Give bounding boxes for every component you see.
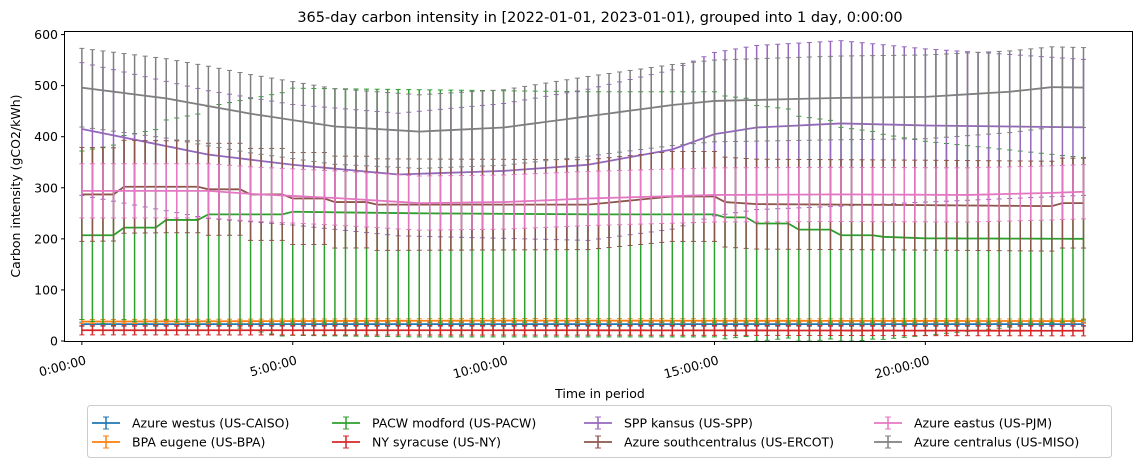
y-tick-label: 600 [34, 27, 58, 42]
legend-item-6: Azure eastus (US-PJM) [874, 416, 1052, 431]
y-axis: 0 100 200 300 400 500 600 [34, 27, 65, 349]
series-line [81, 210, 1084, 240]
legend-frame [87, 405, 1112, 458]
legend-label: SPP kansus (US-SPP) [624, 416, 753, 431]
legend-label: Azure eastus (US-PJM) [914, 416, 1052, 431]
series-line [81, 86, 1084, 133]
series-7 [79, 46, 1086, 169]
x-tick-label: 5:00:00 [248, 352, 298, 379]
x-tick-label: 0:00:00 [37, 352, 87, 379]
legend-label: PACW modford (US-PACW) [372, 416, 536, 431]
legend-item-2: PACW modford (US-PACW) [332, 416, 536, 431]
series-6 [79, 163, 1086, 231]
legend-item-7: Azure centralus (US-MISO) [874, 435, 1079, 450]
y-tick-label: 400 [34, 129, 58, 144]
x-tick-label: 10:00:00 [451, 352, 509, 381]
legend-label: Azure centralus (US-MISO) [914, 435, 1079, 450]
legend-label: Azure southcentralus (US-ERCOT) [624, 435, 834, 450]
x-axis: 0:00:00 5:00:00 10:00:00 15:00:00 20:00:00 [37, 341, 931, 381]
y-tick-label: 200 [34, 231, 58, 246]
y-tick-label: 500 [34, 78, 58, 93]
x-axis-label: Time in period [554, 386, 645, 401]
series-line [81, 319, 1084, 323]
y-tick-label: 0 [50, 334, 58, 349]
series-1 [79, 318, 1086, 325]
legend-item-3: NY syracuse (US-NY) [332, 435, 501, 450]
x-tick-label: 20:00:00 [873, 352, 931, 381]
y-tick-label: 100 [34, 282, 58, 297]
plot-frame [64, 31, 1133, 342]
legend-item-4: SPP kansus (US-SPP) [584, 416, 753, 431]
legend-item-1: BPA eugene (US-BPA) [92, 435, 265, 450]
x-tick-label: 15:00:00 [662, 352, 720, 381]
series-line [81, 122, 1084, 176]
series-line [81, 189, 1084, 205]
legend-item-5: Azure southcentralus (US-ERCOT) [584, 435, 834, 450]
legend-label: Azure westus (US-CAISO) [132, 416, 289, 431]
series-line [81, 185, 1084, 208]
series-line [81, 329, 1084, 332]
legend-item-0: Azure westus (US-CAISO) [92, 416, 289, 431]
y-axis-label: Carbon intensity (gCO2/kWh) [8, 94, 23, 277]
y-tick-label: 300 [34, 180, 58, 195]
legend-label: BPA eugene (US-BPA) [132, 435, 265, 450]
series-3 [79, 324, 1086, 337]
legend-label: NY syracuse (US-NY) [372, 435, 501, 450]
plot-area [79, 40, 1086, 342]
chart-title: 365-day carbon intensity in [2022-01-01,… [297, 10, 902, 26]
legend: Azure westus (US-CAISO) BPA eugene (US-BP… [87, 405, 1112, 458]
legend-items: Azure westus (US-CAISO) BPA eugene (US-BP… [92, 416, 1079, 450]
